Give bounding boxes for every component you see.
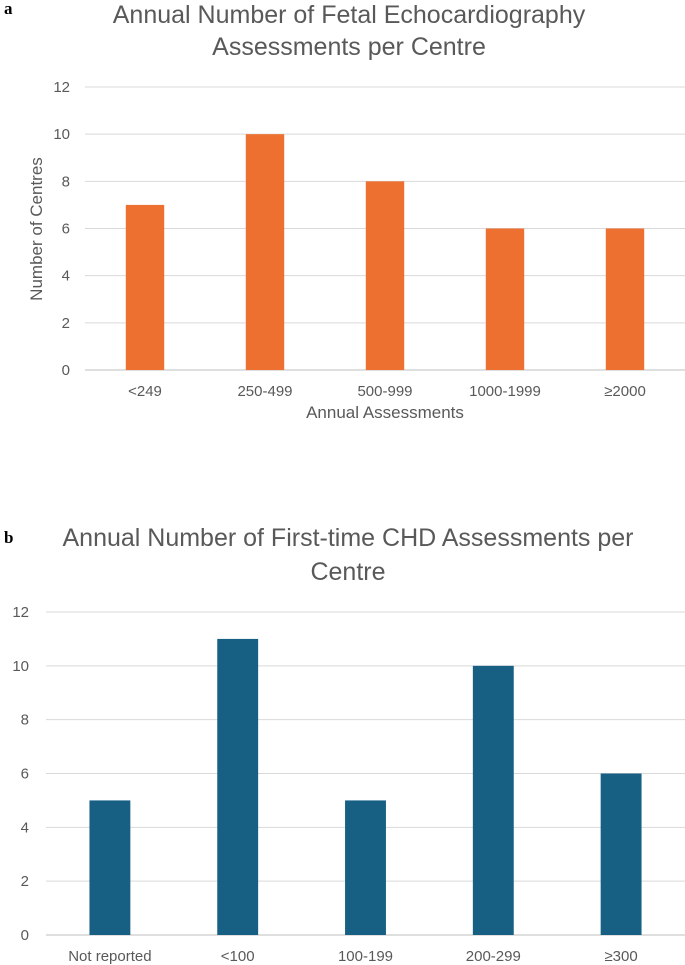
chart-b-title-line-1: Annual Number of First-time CHD Assessme… xyxy=(62,524,633,552)
chart-b-x-tick-label: ≥300 xyxy=(604,948,637,965)
chart-a-bar xyxy=(485,228,525,370)
chart-a-y-tick-label: 10 xyxy=(53,126,70,143)
chart-b-y-tick-label: 6 xyxy=(21,766,29,783)
chart-a-bar xyxy=(605,228,645,370)
chart-b-bars xyxy=(89,638,642,935)
chart-b-y-tick-label: 8 xyxy=(21,712,29,729)
chart-a-bar xyxy=(245,134,285,370)
chart-b-x-tick-label: 100-199 xyxy=(338,948,393,965)
panel-b-letter: b xyxy=(4,528,13,547)
chart-a-y-tick-label: 8 xyxy=(62,173,70,190)
chart-a-x-tick-label: ≥2000 xyxy=(604,383,646,400)
chart-b-x-tick-label: <100 xyxy=(221,948,255,965)
chart-a-bars xyxy=(125,134,645,370)
chart-a-y-tick-label: 2 xyxy=(62,315,70,332)
chart-a-bar xyxy=(125,204,165,370)
chart-b-y-tick-label: 2 xyxy=(21,873,29,890)
panel-a-letter: a xyxy=(4,0,13,18)
chart-a-title-line-1: Annual Number of Fetal Echocardiography xyxy=(113,1,586,29)
chart-b-bar xyxy=(600,773,642,935)
chart-a-bar xyxy=(365,181,405,370)
chart-a-title-line-2: Assessments per Centre xyxy=(212,33,486,61)
chart-b-y-ticks: 0 2 4 6 8 10 12 xyxy=(12,604,29,944)
chart-b-bar xyxy=(89,800,131,935)
chart-b-y-tick-label: 0 xyxy=(21,927,29,944)
chart-a-y-tick-label: 0 xyxy=(62,362,70,379)
chart-b: b Annual Number of First-time CHD Assess… xyxy=(4,524,685,965)
chart-b-bar xyxy=(345,800,386,935)
chart-b-x-tick-label: 200-299 xyxy=(466,948,521,965)
chart-a-x-tick-label: 500-999 xyxy=(357,383,412,400)
chart-a-y-tick-label: 4 xyxy=(62,268,70,285)
chart-b-y-tick-label: 10 xyxy=(12,658,29,675)
chart-a-y-tick-label: 12 xyxy=(53,79,70,96)
chart-a-y-tick-label: 6 xyxy=(62,221,70,238)
chart-b-bar xyxy=(472,665,514,935)
chart-a-x-axis-label: Annual Assessments xyxy=(306,403,464,422)
chart-b-bar xyxy=(217,638,259,935)
chart-b-x-tick-label: Not reported xyxy=(68,948,151,965)
chart-b-y-tick-label: 4 xyxy=(21,819,29,836)
chart-b-x-ticks: Not reported <100 100-199 200-299 ≥300 xyxy=(68,948,638,965)
chart-b-title-line-2: Centre xyxy=(310,558,385,586)
chart-a-y-ticks: 0 2 4 6 8 10 12 xyxy=(53,79,70,379)
chart-a: a Annual Number of Fetal Echocardiograph… xyxy=(4,0,685,422)
chart-a-x-ticks: <249 250-499 500-999 1000-1999 ≥2000 xyxy=(128,383,646,400)
chart-a-x-tick-label: 1000-1999 xyxy=(469,383,541,400)
chart-a-x-tick-label: 250-499 xyxy=(237,383,292,400)
chart-a-y-axis-label: Number of Centres xyxy=(27,157,46,301)
chart-b-y-tick-label: 12 xyxy=(12,604,29,621)
chart-a-x-tick-label: <249 xyxy=(128,383,162,400)
